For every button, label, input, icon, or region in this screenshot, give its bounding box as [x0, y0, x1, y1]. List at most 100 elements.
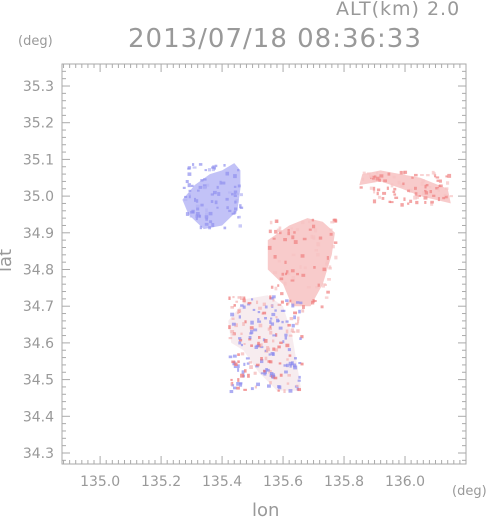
data-speckle	[291, 323, 295, 328]
data-speckle	[198, 185, 203, 189]
data-speckle	[242, 305, 246, 309]
data-speckle	[192, 163, 195, 166]
data-speckle	[275, 316, 278, 319]
data-speckle	[372, 175, 375, 180]
data-speckle	[301, 220, 305, 225]
data-speckle	[437, 187, 441, 192]
data-speckle	[270, 304, 274, 307]
data-speckle	[310, 234, 313, 239]
data-speckle	[204, 222, 209, 226]
data-speckle	[333, 241, 338, 244]
data-speckle	[263, 372, 267, 376]
data-speckle	[269, 320, 272, 324]
data-speckle	[258, 336, 261, 339]
data-speckle	[190, 210, 195, 214]
data-speckle	[291, 253, 296, 257]
data-speckle	[394, 196, 399, 199]
data-speckle	[284, 370, 288, 374]
data-speckle	[302, 305, 305, 309]
data-speckle	[403, 170, 408, 174]
data-speckle	[237, 296, 241, 299]
data-speckle	[233, 210, 237, 214]
data-speckle	[286, 358, 289, 361]
data-speckle	[424, 184, 427, 189]
data-speckle	[269, 381, 272, 385]
data-speckle	[237, 184, 241, 188]
data-speckle	[267, 384, 271, 388]
data-speckle	[439, 184, 443, 188]
timestamp-title: 2013/07/18 08:36:33	[128, 24, 422, 54]
data-speckle	[372, 186, 376, 191]
data-speckle	[376, 172, 379, 175]
data-speckle	[206, 183, 210, 187]
data-speckle	[188, 194, 191, 199]
data-speckle	[421, 179, 426, 183]
y-axis-unit: (deg)	[18, 34, 53, 49]
data-speckle	[376, 188, 381, 192]
data-speckle	[236, 386, 240, 390]
data-speckle	[214, 164, 218, 168]
data-speckle	[187, 183, 191, 188]
data-speckle	[302, 237, 307, 241]
data-speckle	[285, 272, 288, 276]
data-speckle	[286, 270, 289, 275]
data-speckle	[198, 163, 203, 166]
data-speckle	[446, 181, 450, 185]
data-speckle	[287, 323, 291, 327]
data-speckle	[277, 284, 280, 287]
data-speckle	[264, 356, 268, 361]
data-speckle	[301, 309, 305, 313]
data-speckle	[329, 228, 333, 231]
data-speckle	[387, 172, 391, 176]
data-speckle	[236, 382, 240, 386]
data-speckle	[291, 303, 295, 308]
data-speckle	[228, 355, 233, 359]
data-speckle	[383, 179, 388, 183]
data-speckle	[233, 190, 238, 195]
data-speckle	[313, 266, 316, 269]
data-speckle	[213, 166, 217, 170]
data-speckle	[288, 389, 293, 393]
data-speckle	[246, 362, 250, 365]
data-speckle	[253, 328, 258, 332]
data-speckle	[221, 181, 226, 185]
data-speckle	[279, 231, 282, 235]
data-speckle	[290, 279, 295, 282]
data-speckle	[244, 320, 247, 324]
data-speckle	[250, 320, 254, 325]
data-speckle	[306, 286, 311, 289]
data-speckle	[295, 228, 300, 232]
data-speckle	[269, 330, 273, 335]
data-speckle	[234, 363, 238, 367]
data-speckle	[195, 212, 200, 216]
data-speckle	[334, 255, 338, 260]
data-speckle	[433, 172, 436, 176]
data-speckle	[205, 217, 208, 221]
data-speckle	[267, 360, 271, 363]
data-speckle	[235, 199, 239, 203]
data-speckle	[257, 341, 260, 346]
data-speckle	[233, 194, 237, 198]
data-speckle	[236, 364, 240, 369]
data-speckle	[424, 201, 427, 204]
data-speckle	[327, 278, 331, 281]
data-speckle	[238, 338, 243, 342]
data-speckle	[260, 343, 263, 347]
data-speckle	[269, 360, 273, 364]
data-speckle	[289, 299, 292, 303]
data-speckle	[247, 303, 251, 306]
data-speckle	[271, 373, 276, 377]
data-speckle	[234, 207, 238, 211]
x-axis-unit: (deg)	[452, 484, 487, 499]
data-speckle	[390, 183, 394, 188]
data-speckle	[372, 178, 375, 183]
data-speckle	[298, 375, 301, 379]
data-speckle	[270, 322, 275, 326]
data-speckle	[282, 340, 285, 344]
data-speckle	[238, 341, 242, 345]
data-speckle	[272, 347, 276, 351]
data-speckle	[429, 190, 433, 194]
data-speckle	[270, 352, 275, 356]
data-speckle	[278, 229, 282, 232]
data-speckle	[272, 334, 277, 337]
